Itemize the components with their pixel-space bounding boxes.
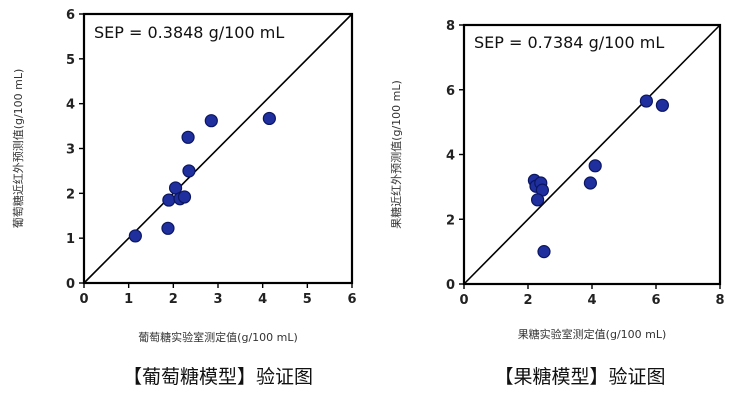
glucose-x-tick-label: 4	[258, 292, 267, 307]
glucose-y-tick-label: 0	[66, 277, 75, 292]
fructose-y-tick-label: 8	[446, 19, 455, 34]
fructose-x-tick-label: 2	[523, 293, 532, 308]
glucose-y-tick-label: 4	[66, 98, 75, 113]
glucose-x-tick-label: 0	[79, 292, 88, 307]
glucose-y-tick-label: 5	[66, 53, 75, 68]
glucose-x-tick-label: 5	[303, 292, 312, 307]
glucose-y-tick-label: 2	[66, 187, 75, 202]
glucose-x-tick-label: 3	[213, 292, 222, 307]
fructose-x-tick-label: 4	[587, 293, 596, 308]
fructose-data-point	[530, 193, 545, 207]
fructose-data-point	[583, 176, 598, 190]
fructose-x-tick-label: 6	[651, 293, 660, 308]
glucose-y-axis-label: 葡萄糖近红外预测值(g/100 mL)	[11, 69, 25, 229]
glucose-validation-chart: 0 1 2 3 4 5 6 0 1 2 3 4 5 6 SEP = 0.3848 g/100 mL 葡萄糖实验…	[11, 8, 357, 388]
glucose-data-point	[128, 229, 142, 243]
glucose-data-point	[182, 164, 196, 178]
fructose-data-point	[537, 245, 551, 259]
fructose-x-tick-label: 8	[715, 293, 724, 308]
glucose-data-point	[177, 190, 192, 204]
fructose-data-point	[655, 98, 670, 112]
glucose-x-axis-label: 葡萄糖实验室测定值(g/100 mL)	[138, 330, 298, 344]
fructose-x-tick-label: 0	[459, 293, 468, 308]
fructose-validation-chart: 0 2 4 6 8 0 2 4 6 8 SEP = 0.7384 g/100 mL 果糖实验室测定值(…	[389, 19, 725, 388]
glucose-data-point	[181, 130, 195, 144]
glucose-y-tick-label: 1	[66, 232, 75, 247]
fructose-data-point	[588, 159, 602, 173]
glucose-caption: 【葡萄糖模型】验证图	[123, 366, 313, 388]
glucose-x-tick-label: 1	[124, 292, 133, 307]
fructose-sep-annotation: SEP = 0.7384 g/100 mL	[474, 33, 664, 52]
glucose-data-point	[162, 193, 176, 207]
glucose-data-point	[204, 114, 218, 128]
fructose-data-point	[639, 94, 654, 108]
glucose-x-tick-label: 2	[169, 292, 178, 307]
fructose-y-tick-label: 4	[446, 149, 455, 164]
fructose-y-tick-label: 0	[446, 278, 455, 293]
fructose-reference-line	[463, 24, 721, 285]
glucose-sep-annotation: SEP = 0.3848 g/100 mL	[94, 23, 284, 42]
fructose-x-axis-label: 果糖实验室测定值(g/100 mL)	[518, 327, 667, 341]
fructose-y-tick-label: 2	[446, 213, 455, 228]
fructose-caption: 【果糖模型】验证图	[494, 366, 665, 388]
glucose-reference-line	[83, 13, 353, 284]
glucose-x-tick-label: 6	[347, 292, 356, 307]
fructose-y-tick-label: 6	[446, 84, 455, 99]
glucose-y-tick-label: 3	[66, 143, 75, 158]
glucose-data-point	[262, 111, 276, 126]
glucose-y-tick-label: 6	[66, 8, 75, 23]
fructose-y-axis-label: 果糖近红外预测值(g/100 mL)	[389, 80, 403, 229]
glucose-data-point	[161, 221, 175, 235]
